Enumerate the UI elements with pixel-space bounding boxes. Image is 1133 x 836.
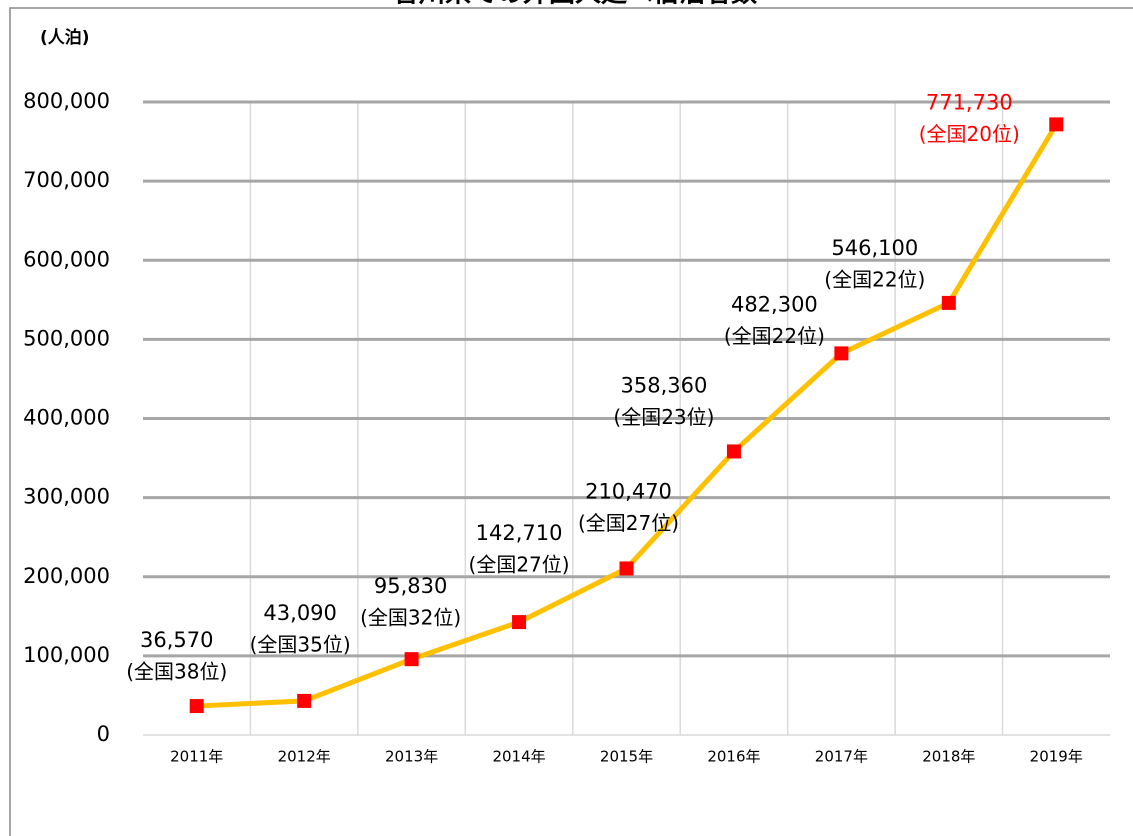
rank-label: (全国22位)	[824, 267, 925, 291]
x-tick-label: 2018年	[922, 748, 975, 766]
chart-title: 香川県での外国人延べ宿泊者数	[393, 0, 758, 9]
x-tick-label: 2013年	[385, 748, 438, 766]
rank-label: (全国35位)	[250, 632, 351, 656]
value-label: 95,830	[374, 574, 447, 598]
marker	[726, 444, 741, 459]
chart-frame	[9, 7, 1133, 836]
marker	[834, 346, 849, 361]
y-tick-label: 800,000	[23, 89, 110, 113]
marker	[404, 652, 419, 667]
y-tick-label: 700,000	[23, 168, 110, 192]
rank-label: (全国32位)	[360, 606, 461, 630]
value-label: 43,090	[263, 601, 336, 625]
value-label: 482,300	[731, 292, 818, 316]
value-label: 771,730	[926, 90, 1013, 114]
marker	[189, 699, 204, 714]
marker	[512, 615, 527, 630]
rank-label: (全国20位)	[919, 122, 1020, 146]
y-unit: (人泊)	[40, 28, 90, 48]
y-tick-label: 300,000	[23, 485, 110, 509]
x-tick-label: 2016年	[707, 748, 760, 766]
rank-label: (全国38位)	[126, 660, 227, 684]
value-label: 142,710	[476, 521, 563, 545]
x-tick-label: 2012年	[278, 748, 331, 766]
y-tick-label: 500,000	[23, 326, 110, 350]
rank-label: (全国22位)	[724, 324, 825, 348]
x-tick-label: 2017年	[815, 748, 868, 766]
x-tick-label: 2011年	[170, 748, 223, 766]
y-tick-label: 100,000	[23, 643, 110, 667]
y-tick-label: 400,000	[23, 406, 110, 430]
value-label: 36,570	[140, 628, 213, 652]
value-label: 358,360	[621, 373, 708, 397]
y-tick-label: 600,000	[23, 247, 110, 271]
x-tick-label: 2019年	[1030, 748, 1083, 766]
rank-label: (全国23位)	[613, 405, 714, 429]
x-tick-label: 2014年	[492, 748, 545, 766]
y-tick-label: 0	[97, 722, 110, 746]
rank-label: (全国27位)	[469, 553, 570, 577]
marker	[297, 693, 312, 708]
marker	[941, 295, 956, 310]
y-tick-label: 200,000	[23, 564, 110, 588]
value-label: 210,470	[585, 479, 672, 503]
value-label: 546,100	[831, 236, 918, 260]
rank-label: (全国27位)	[578, 511, 679, 535]
x-tick-label: 2015年	[600, 748, 653, 766]
marker	[619, 561, 634, 576]
marker	[1049, 117, 1064, 132]
